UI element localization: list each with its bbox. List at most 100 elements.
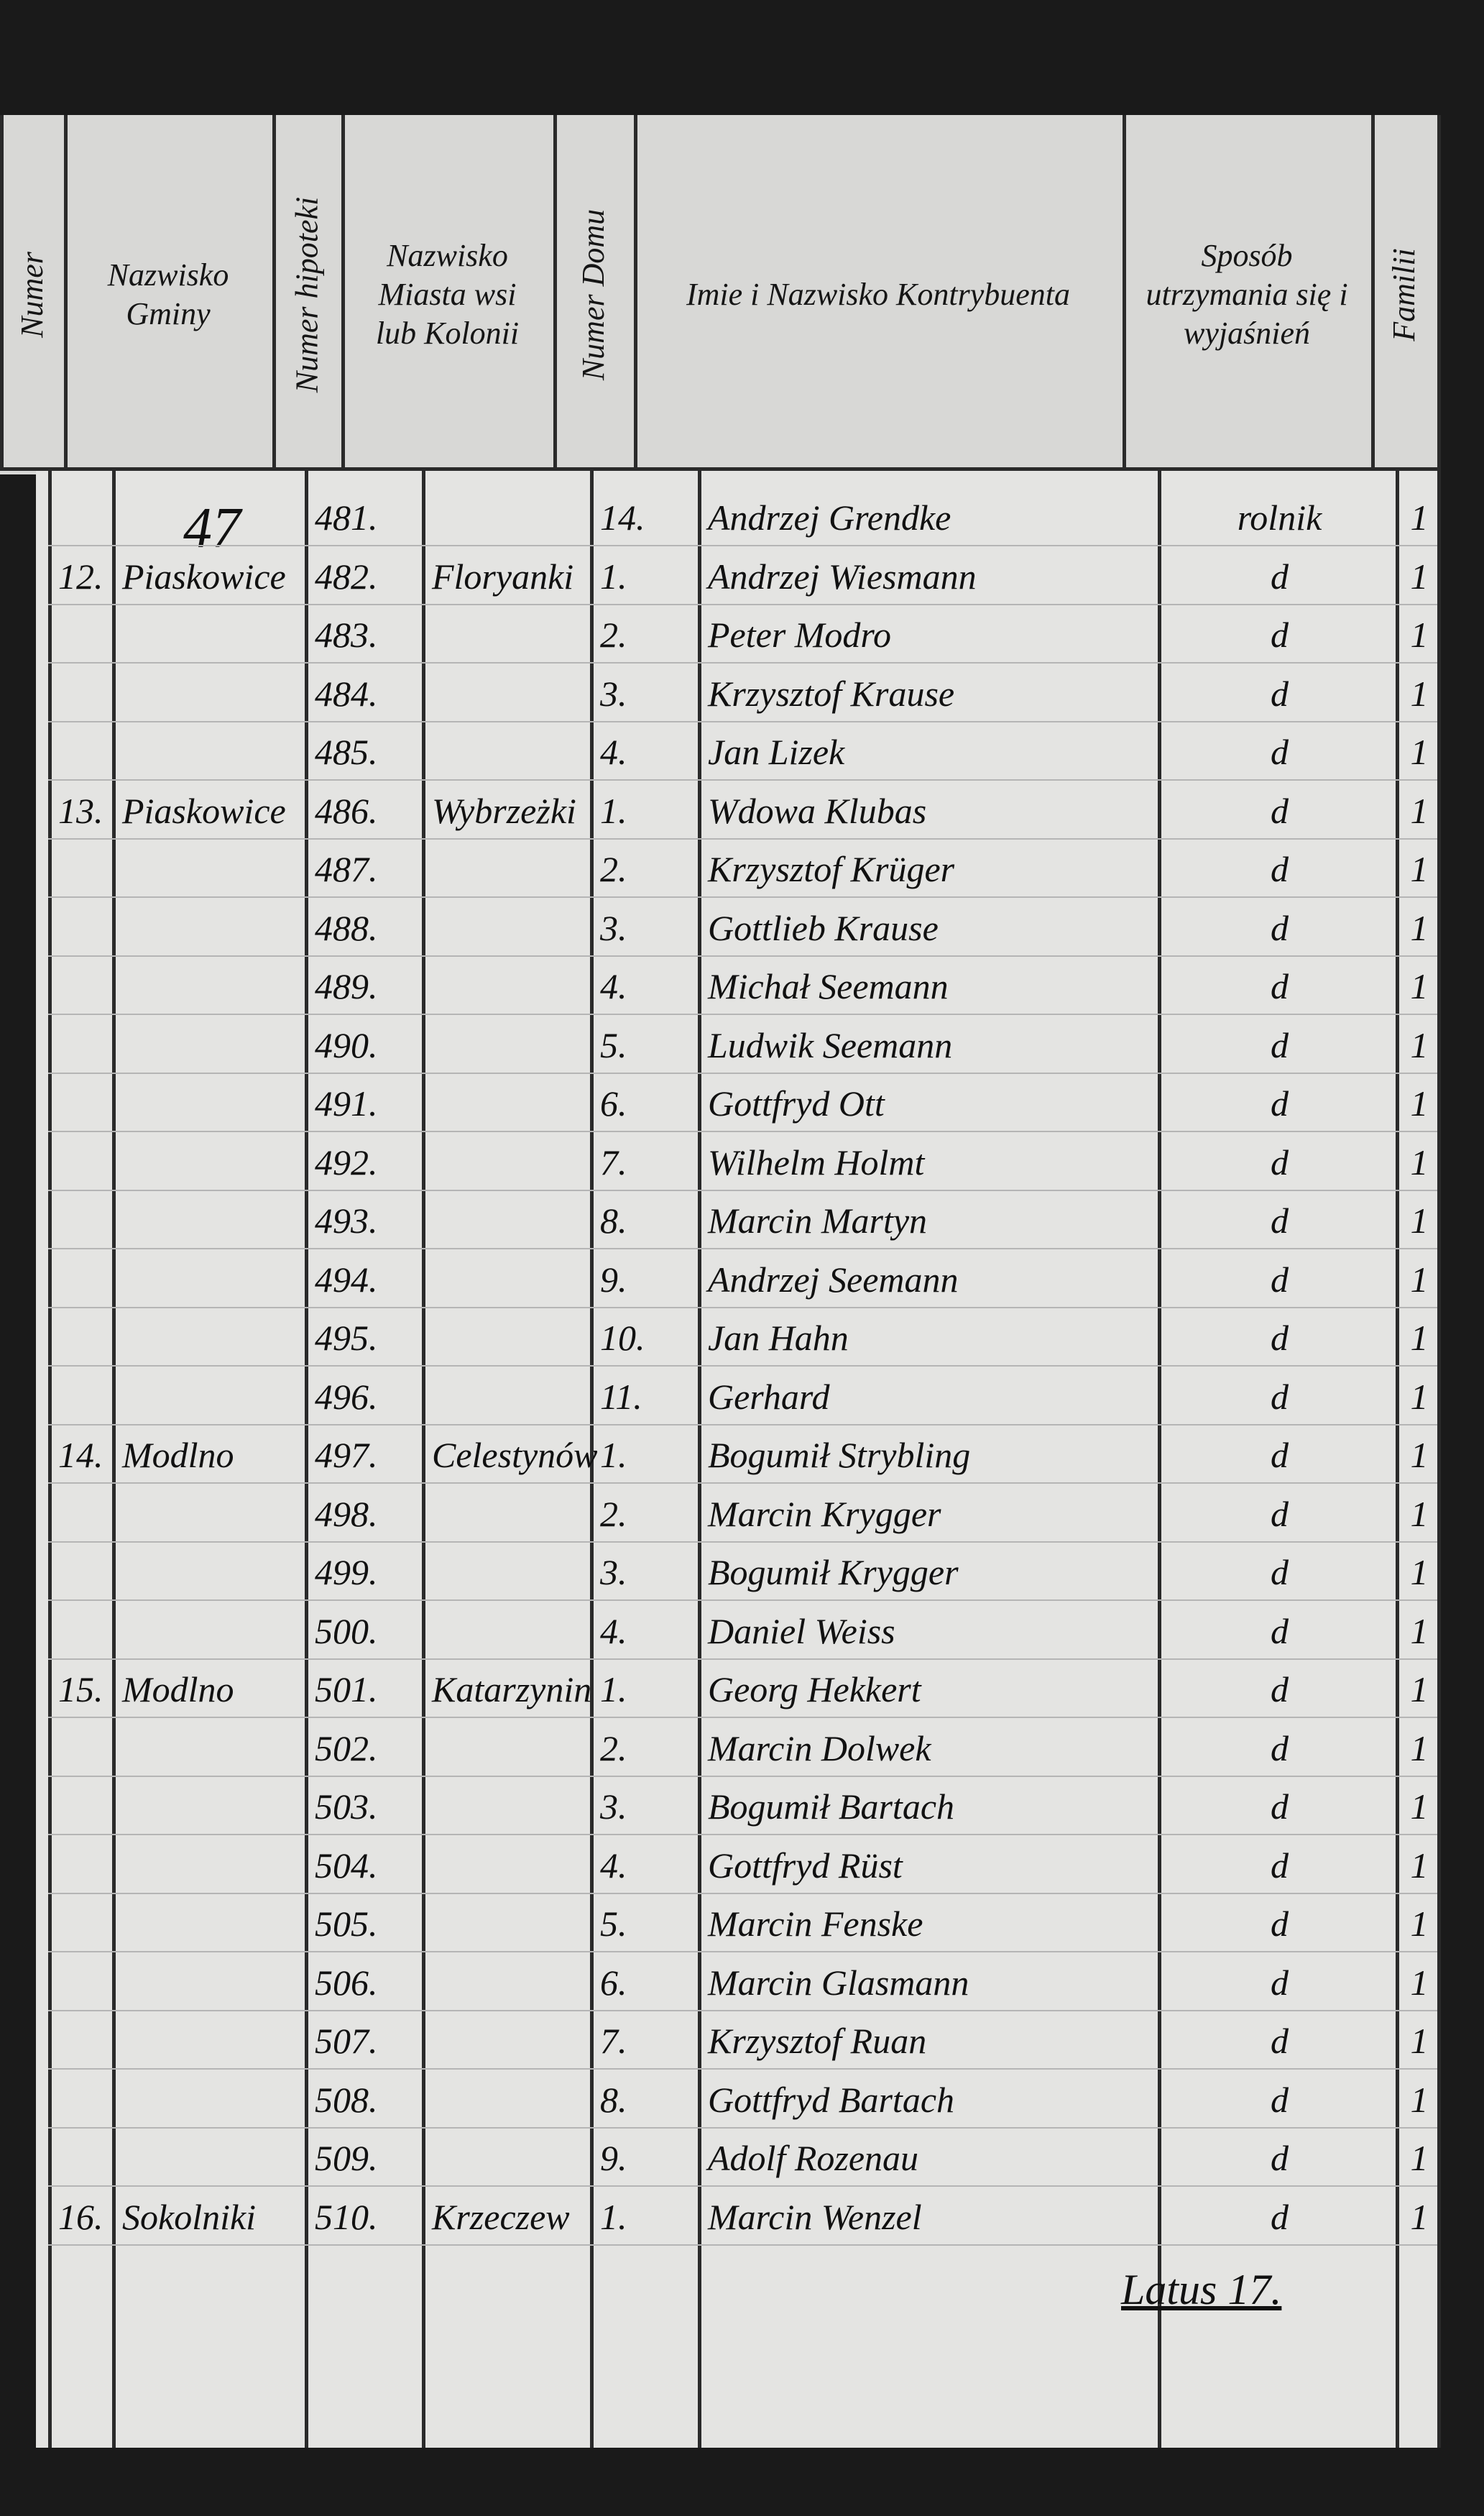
header-divider xyxy=(64,115,68,471)
table-cell: 504. xyxy=(315,1845,378,1886)
table-cell: 485. xyxy=(315,732,378,772)
ruled-line xyxy=(48,2068,1437,2070)
table-cell: 482. xyxy=(315,556,378,597)
table-cell: d xyxy=(1271,1493,1289,1534)
table-cell: 15. xyxy=(58,1669,103,1709)
table-cell: 489. xyxy=(315,966,378,1006)
table-cell: d xyxy=(1271,1610,1289,1651)
table-cell: 3. xyxy=(600,1552,627,1592)
table-cell: 486. xyxy=(315,790,378,831)
table-cell: 502. xyxy=(315,1727,378,1768)
header-divider xyxy=(634,115,637,471)
table-cell: d xyxy=(1271,1962,1289,2003)
table-cell: 1 xyxy=(1410,1200,1429,1241)
table-cell: Krzysztof Ruan xyxy=(708,2021,927,2061)
ruled-line xyxy=(48,1951,1437,1952)
column-header: Nazwisko Miasta wsi lub Kolonii xyxy=(341,144,553,446)
table-cell: Bogumił Strybling xyxy=(708,1435,971,1475)
table-cell: 495. xyxy=(315,1318,378,1358)
table-cell: rolnik xyxy=(1237,497,1322,538)
table-cell: 3. xyxy=(600,1786,627,1827)
table-cell: 483. xyxy=(315,615,378,655)
table-cell: 509. xyxy=(315,2138,378,2178)
table-cell: 14. xyxy=(600,497,645,538)
table-cell: Peter Modro xyxy=(708,615,892,655)
table-cell: 1 xyxy=(1410,1552,1429,1592)
table-cell: 498. xyxy=(315,1493,378,1534)
table-cell: d xyxy=(1271,2138,1289,2178)
table-cell: Katarzynin xyxy=(432,1669,592,1709)
table-cell: d xyxy=(1271,1786,1289,1827)
table-cell: 507. xyxy=(315,2021,378,2061)
table-cell: 1 xyxy=(1410,1024,1429,1065)
table-cell: 11. xyxy=(600,1376,642,1417)
table-cell: d xyxy=(1271,1200,1289,1241)
ruled-line xyxy=(48,1658,1437,1660)
table-cell: 493. xyxy=(315,1200,378,1241)
column-header: Imie i Nazwisko Kontrybuenta xyxy=(634,144,1123,446)
table-cell: 1 xyxy=(1410,2079,1429,2120)
table-cell: 1 xyxy=(1410,966,1429,1006)
table-cell: Gottfryd Rüst xyxy=(708,1845,903,1886)
ruled-line xyxy=(48,1541,1437,1543)
table-cell: 2. xyxy=(600,1493,627,1534)
table-cell: Andrzej Wiesmann xyxy=(708,556,977,597)
table-cell: Marcin Dolwek xyxy=(708,1727,931,1768)
table-cell: Bogumił Bartach xyxy=(708,1786,955,1827)
column-rule xyxy=(305,471,308,2448)
header-divider xyxy=(272,115,276,471)
table-cell: d xyxy=(1271,1435,1289,1475)
column-header: Sposób utrzymania się i wyjaśnień xyxy=(1123,144,1371,446)
table-cell: 1 xyxy=(1410,2021,1429,2061)
table-cell: 1 xyxy=(1410,907,1429,948)
table-cell: 1 xyxy=(1410,1904,1429,1944)
table-cell: d xyxy=(1271,1259,1289,1300)
table-cell: 487. xyxy=(315,849,378,889)
table-cell: d xyxy=(1271,1727,1289,1768)
column-header-text: Imie i Nazwisko Kontrybuenta xyxy=(686,277,1071,312)
ruled-line xyxy=(48,1834,1437,1835)
table-cell: 1 xyxy=(1410,497,1429,538)
column-header: Numer Domu xyxy=(553,144,634,446)
table-cell: Sokolniki xyxy=(122,2196,257,2237)
table-cell: 8. xyxy=(600,1200,627,1241)
ruled-line xyxy=(48,1599,1437,1601)
column-rule xyxy=(590,471,594,2448)
table-cell: Piaskowice xyxy=(122,556,286,597)
table-cell: Gottfryd Bartach xyxy=(708,2079,955,2120)
ruled-line xyxy=(48,1248,1437,1249)
table-cell: 13. xyxy=(58,790,103,831)
column-rule xyxy=(1437,471,1441,2448)
table-cell: 1. xyxy=(600,1669,627,1709)
ruled-line xyxy=(48,720,1437,722)
column-header: Nazwisko Gminy xyxy=(64,144,272,446)
table-cell: 4. xyxy=(600,1845,627,1886)
ruled-line xyxy=(48,1892,1437,1894)
table-cell: 494. xyxy=(315,1259,378,1300)
column-header-text: Numer hipoteki xyxy=(289,196,325,393)
ruled-line xyxy=(48,1717,1437,1718)
table-cell: 499. xyxy=(315,1552,378,1592)
table-cell: 1 xyxy=(1410,732,1429,772)
table-cell: Modlno xyxy=(122,1669,234,1709)
ruled-line xyxy=(48,955,1437,957)
table-cell: Bogumił Krygger xyxy=(708,1552,959,1592)
table-cell: d xyxy=(1271,615,1289,655)
table-cell: 1 xyxy=(1410,2196,1429,2237)
table-cell: Celestynów xyxy=(432,1435,598,1475)
table-cell: 4. xyxy=(600,1610,627,1651)
column-header-text: Numer xyxy=(14,252,50,338)
table-cell: 508. xyxy=(315,2079,378,2120)
table-cell: Gottlieb Krause xyxy=(708,907,939,948)
table-cell: Wybrzeżki xyxy=(432,790,576,831)
table-cell: d xyxy=(1271,673,1289,714)
table-cell: d xyxy=(1271,1376,1289,1417)
table-cell: 2. xyxy=(600,849,627,889)
column-rule xyxy=(422,471,425,2448)
table-cell: 1. xyxy=(600,790,627,831)
table-cell: 501. xyxy=(315,1669,378,1709)
page-total: Latus 17. xyxy=(1121,2266,1282,2313)
table-cell: Marcin Krygger xyxy=(708,1493,941,1534)
ruled-line xyxy=(48,2185,1437,2187)
